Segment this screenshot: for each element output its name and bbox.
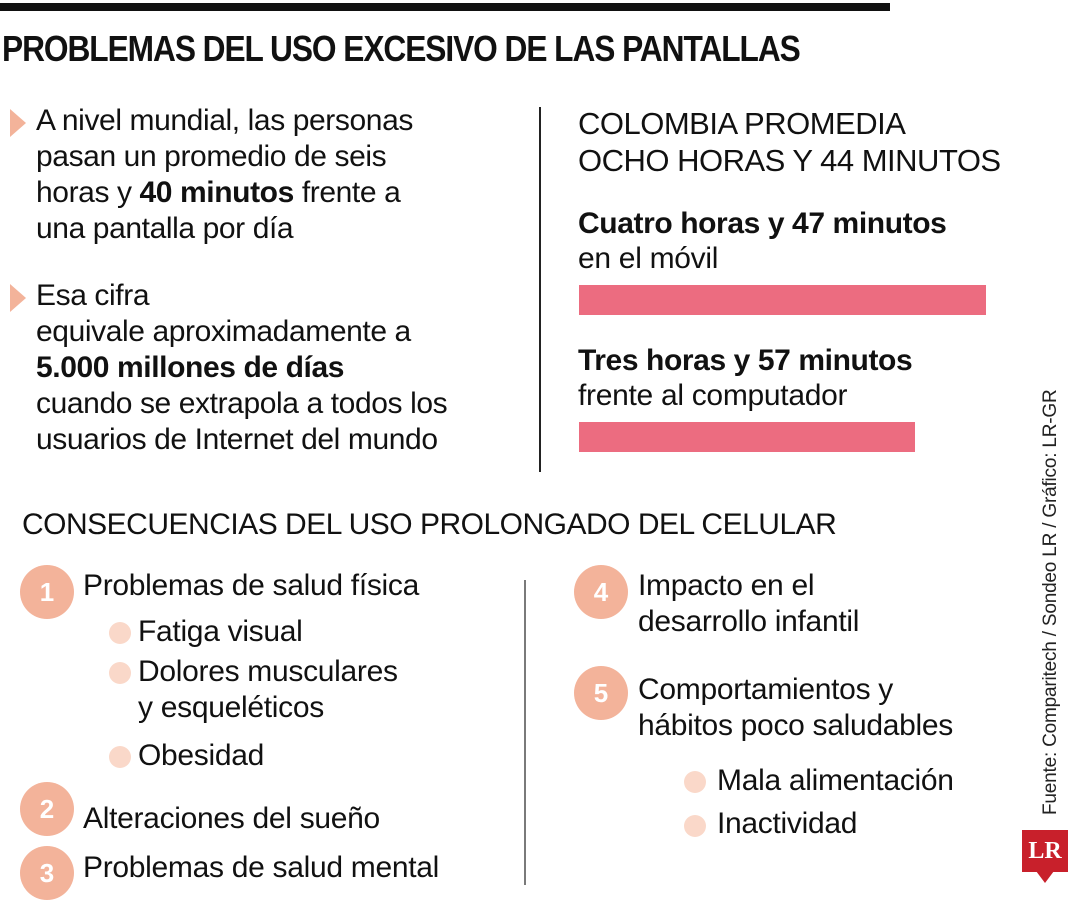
- lr-logo-tail: [1036, 871, 1054, 883]
- dot-bullet-icon: [684, 815, 706, 837]
- sub-dolores-musculares: Dolores musculares: [138, 655, 398, 688]
- number-badge-1: 1: [20, 565, 74, 619]
- consequence-5-line1: Comportamientos y: [638, 673, 893, 706]
- consequences-heading: CONSECUENCIAS DEL USO PROLONGADO DEL CEL…: [22, 508, 837, 541]
- sub-esqueleticos: y esqueléticos: [138, 691, 324, 724]
- top-rule: [0, 3, 890, 11]
- dot-bullet-icon: [109, 746, 131, 768]
- consequence-4-line1: Impacto en el: [638, 569, 815, 602]
- dot-bullet-icon: [684, 771, 706, 793]
- triangle-bullet-icon: [10, 284, 26, 312]
- consequence-5-line2: hábitos poco saludables: [638, 709, 953, 742]
- consequence-1: Problemas de salud física: [83, 569, 420, 602]
- number-badge-3: 3: [20, 846, 74, 900]
- lr-logo: LR: [1022, 830, 1068, 872]
- sub-inactividad: Inactividad: [717, 807, 858, 840]
- sub-fatiga-visual: Fatiga visual: [138, 615, 303, 648]
- highlight-5000-millones: 5.000 millones de días: [36, 351, 345, 384]
- triangle-bullet-icon: [10, 109, 26, 137]
- dot-bullet-icon: [109, 662, 131, 684]
- colombia-heading: COLOMBIA PROMEDIA OCHO HORAS Y 44 MINUTO…: [578, 106, 1001, 178]
- stat-computador: Tres horas y 57 minutos frente al comput…: [578, 344, 913, 412]
- number-badge-2: 2: [20, 782, 74, 836]
- bar-computador: [579, 422, 915, 452]
- dot-bullet-icon: [109, 622, 131, 644]
- list-divider: [524, 580, 526, 885]
- sub-obesidad: Obesidad: [138, 739, 265, 772]
- number-badge-5: 5: [574, 666, 628, 720]
- page-title: PROBLEMAS DEL USO EXCESIVO DE LAS PANTAL…: [2, 28, 801, 69]
- global-fact-1: A nivel mundial, las personas pasan un p…: [10, 103, 530, 247]
- consequence-3: Problemas de salud mental: [83, 851, 440, 884]
- sub-mala-alimentacion: Mala alimentación: [717, 764, 954, 797]
- global-fact-2: Esa cifra equivale aproximadamente a 5.0…: [10, 278, 530, 458]
- column-divider: [539, 107, 541, 472]
- consequence-2: Alteraciones del sueño: [83, 802, 380, 835]
- source-credit: Fuente: Comparitech / Sondeo LR / Gráfic…: [1040, 389, 1061, 815]
- stat-movil: Cuatro horas y 47 minutos en el móvil: [578, 207, 947, 275]
- bar-movil: [579, 285, 986, 315]
- consequence-4-line2: desarrollo infantil: [638, 605, 860, 638]
- highlight-40-minutos: 40 minutos: [139, 176, 295, 209]
- number-badge-4: 4: [574, 565, 628, 619]
